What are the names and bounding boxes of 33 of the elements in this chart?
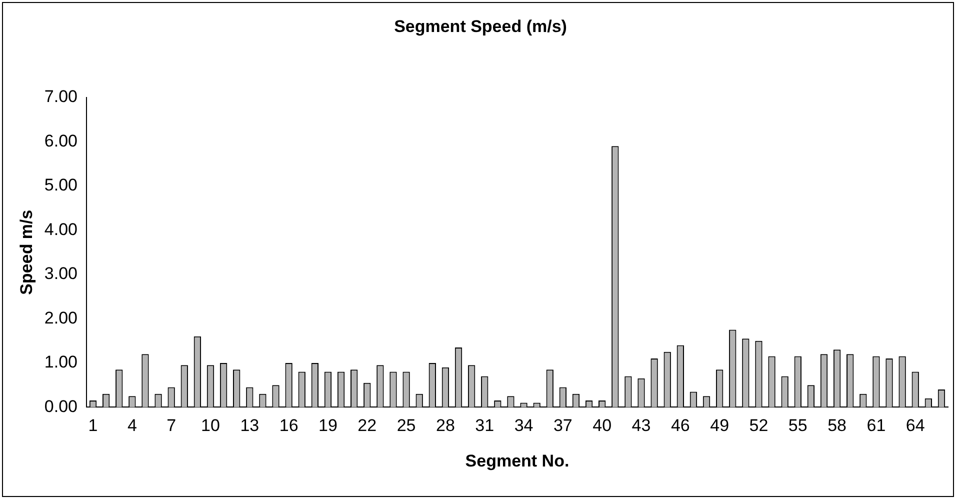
x-axis-title: Segment No. [465,451,570,470]
chart-title: Segment Speed (m/s) [394,16,567,36]
x-tick-label: 43 [632,416,651,436]
x-tick-label: 61 [866,416,886,436]
x-tick-label: 31 [475,416,494,436]
x-tick-label: 55 [788,416,808,436]
y-tick-label: 5.00 [44,176,78,195]
y-tick-label: 3.00 [44,264,78,284]
y-tick-label: 2.00 [44,308,78,328]
y-tick-label: 4.00 [44,220,78,239]
x-tick-label: 52 [749,416,768,436]
x-tick-label: 46 [670,416,690,436]
x-tick-label: 16 [279,416,298,436]
x-tick-label: 64 [906,416,925,436]
y-tick-label: 6.00 [44,131,78,150]
x-tick-label: 40 [592,416,612,436]
x-tick-label: 10 [201,416,220,436]
x-tick-label: 25 [396,416,416,436]
x-tick-label: 37 [553,416,572,436]
x-tick-label: 4 [127,416,137,436]
x-tick-label: 22 [358,416,377,436]
y-axis-title: Speed m/s [16,210,36,295]
y-tick-label: 1.00 [44,352,78,372]
y-tick-label: 7.00 [44,87,78,106]
y-tick-label: 0.00 [44,396,78,416]
x-tick-label: 58 [828,416,847,436]
x-tick-label: 19 [318,416,338,436]
x-tick-label: 28 [436,416,455,436]
x-tick-label: 34 [514,416,534,436]
x-tick-label: 1 [88,416,98,436]
x-tick-label: 49 [710,416,730,436]
x-tick-label: 7 [166,416,176,436]
x-tick-label: 13 [240,416,260,436]
